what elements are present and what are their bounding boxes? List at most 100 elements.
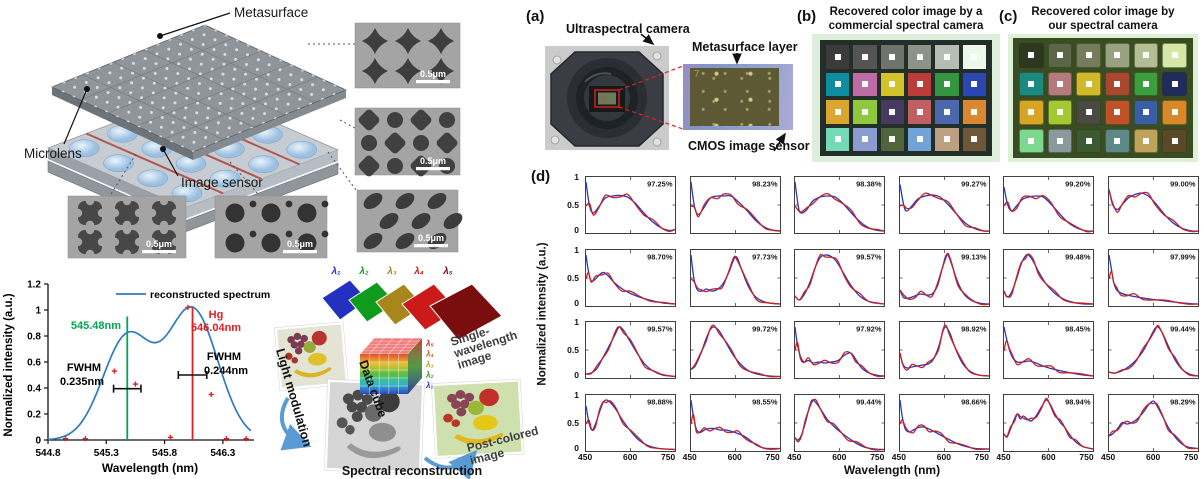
accuracy-label: 99.48%: [1065, 252, 1091, 261]
cube-lambda-label: λ₂: [425, 371, 434, 380]
x-tick-label: 450: [996, 452, 1011, 462]
color-patch: [826, 45, 850, 69]
recovered-curve: [1003, 252, 1094, 305]
patch-center-marker: [861, 108, 868, 115]
y-tick-label: 0.5: [567, 272, 579, 283]
subplot-x-tick-labels: 450 600 750: [892, 452, 990, 463]
hg-label: Hg: [209, 309, 224, 321]
cube-lambda-label: λ₁: [425, 381, 433, 390]
recovered-curve: [690, 324, 780, 378]
x-tick-label: 600: [727, 452, 742, 462]
dotted-connector: [327, 151, 360, 195]
x-tick-label: 545.8: [152, 448, 177, 459]
y-tick-label: 0: [574, 225, 579, 235]
patch-center-marker: [861, 136, 868, 143]
dotted-connector: [229, 161, 259, 195]
subplot-frame: [585, 248, 676, 307]
panel-d-y-axis-label: Normalized intensity (a.u.): [537, 242, 550, 386]
metasurface-3d-illustration: Metasurface Microlens Image sensor 0.5μm 0.5…: [24, 5, 463, 259]
y-tick-label: 1: [574, 172, 579, 182]
green-peak-label: 545.48nm: [71, 320, 121, 332]
subplot-x-tick-labels: 450 600 750: [996, 452, 1094, 463]
x-tick-label: 450: [1101, 452, 1116, 462]
lambda-label: λ₃: [386, 266, 397, 277]
color-patch: [1104, 71, 1130, 96]
x-tick-label: 546.3: [210, 448, 235, 459]
accuracy-label: 99.13%: [961, 252, 987, 261]
color-patch: [935, 72, 959, 96]
panel-d-tag: (d): [531, 168, 551, 185]
patch-center-marker: [1114, 52, 1121, 59]
y-axis-label: Normalized intensity (a.u.): [3, 293, 15, 436]
microlens: [137, 169, 168, 187]
patch-center-marker: [1085, 109, 1092, 116]
patch-center-marker: [1028, 80, 1035, 87]
color-patch: [880, 72, 904, 96]
y-tick-label: 0: [574, 297, 579, 308]
accuracy-label: 97.92%: [856, 325, 882, 334]
reference-curve: [794, 327, 885, 377]
recovery-spectrum-subplot: 98.55%: [689, 393, 781, 452]
camera-label: Ultraspectral camera: [566, 22, 690, 36]
panel-a-connectors: [618, 33, 786, 152]
subplot-y-tick-labels: 1 0.5 0: [563, 245, 582, 308]
patch-center-marker: [916, 108, 923, 115]
subplot-y-tick-labels: 1 0.5 0: [563, 172, 582, 235]
patch-center-marker: [1056, 80, 1063, 87]
reference-curve: [1003, 399, 1094, 450]
sensor-highlight-box: [594, 89, 620, 108]
fwhm-right-value: 0.244nm: [204, 365, 248, 377]
panel-a-tag: (a): [526, 8, 545, 25]
color-patch: [908, 100, 932, 124]
color-patch: [1047, 71, 1073, 96]
y-tick-label: 1.2: [27, 280, 41, 291]
inset-connector-top: [618, 65, 684, 91]
lambda-label: λ₁: [330, 266, 341, 277]
y-tick-label: 1: [574, 389, 579, 400]
patch-center-marker: [834, 136, 841, 143]
patch-center-marker: [834, 53, 841, 60]
metasurface-layer-photo: 7: [683, 64, 793, 130]
patch-center-marker: [861, 53, 868, 60]
recovered-curve: [794, 253, 885, 305]
patch-center-marker: [943, 81, 950, 88]
recovered-curve: [899, 192, 989, 232]
x-tick-label: 600: [936, 452, 951, 462]
scene-photo-modulated-gray: [324, 379, 425, 475]
subplot-frame: [898, 393, 990, 452]
sem-scale-bar: [414, 244, 448, 248]
recovery-spectrum-subplot: 99.00%: [1107, 176, 1199, 234]
color-patch: [908, 72, 932, 96]
patch-center-marker: [916, 136, 923, 143]
recovery-spectrum-subplot: 99.44%: [1107, 321, 1199, 380]
color-patch: [1162, 43, 1187, 68]
patch-center-marker: [971, 136, 978, 143]
microlens-pointer-line: [63, 88, 88, 145]
patch-center-marker: [1171, 80, 1178, 87]
recovered-curve: [1108, 270, 1198, 305]
color-patch: [853, 100, 877, 124]
color-patch: [1162, 100, 1187, 125]
accuracy-label: 99.00%: [1170, 180, 1196, 189]
recovery-spectrum-subplot: 97.73%: [689, 248, 781, 307]
color-patch: [1076, 100, 1101, 125]
spectral-reconstruction-label: Spectral reconstruction: [342, 464, 482, 478]
recovery-spectrum-subplot: 99.57%: [794, 248, 886, 307]
recovery-spectrum-subplot: 97.25%: [585, 176, 676, 234]
microlens: [286, 141, 317, 159]
color-patch: [935, 127, 959, 151]
recovery-spectrum-subplot: 99.57%: [585, 321, 676, 380]
lambda-label: λ₄: [413, 266, 424, 277]
scene-photo-color: [274, 321, 349, 391]
color-patch: [1162, 71, 1187, 96]
lambda-label: λ₅: [442, 266, 453, 277]
patch-center-marker: [1171, 52, 1178, 59]
recovery-spectrum-subplot: 98.66%: [898, 393, 990, 452]
sem-scale-label: 0.5μm: [420, 69, 446, 79]
metasurface-plate-edge: [52, 87, 193, 160]
fwhm-left-label: FWHM: [67, 362, 101, 374]
panel-b-color-checker: [820, 40, 992, 156]
recovered-curve: [899, 419, 989, 450]
sem-inset-circle-holes: 0.5μm: [214, 195, 329, 259]
